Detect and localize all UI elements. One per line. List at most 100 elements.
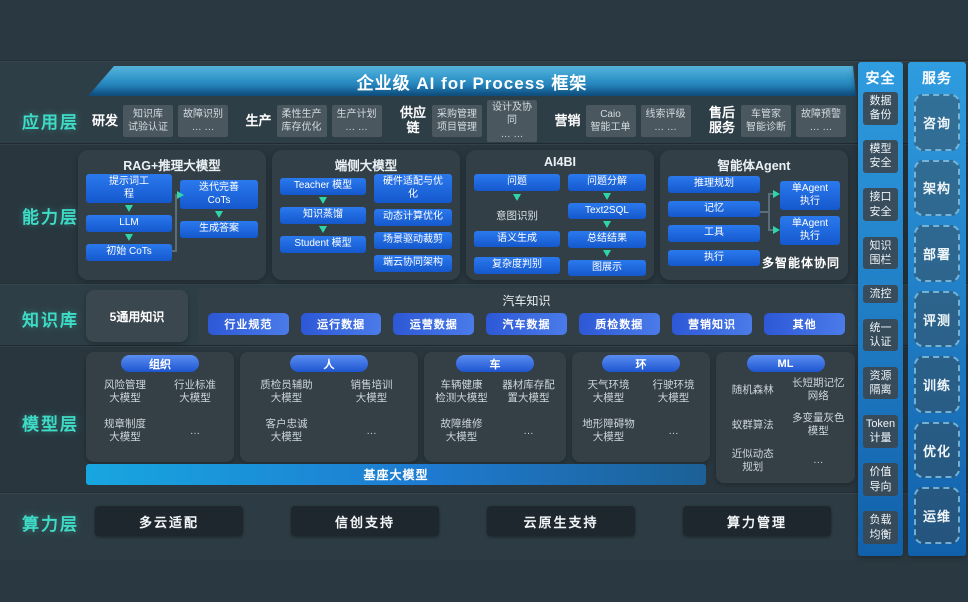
ai4bi-left-column: 问题 意图识别 语义生成 复杂度判别	[474, 174, 560, 274]
application-row: 研发 知识库 试验认证 故障识别 … … 生产 柔性生产 库存优化 生产计划 ……	[92, 99, 846, 143]
app-section-label: 售后服务	[708, 105, 735, 135]
connector-line	[768, 194, 770, 231]
panel-rag: RAG+推理大模型 提示词工 程 LLM 初始 CoTs 迭代完善 CoTs 生成答案	[78, 150, 266, 280]
edge-feature: 场景驱动裁剪	[374, 232, 452, 249]
foundation-model-banner: 基座大模型	[86, 464, 706, 485]
panel-ai4bi: AI4BI 问题 意图识别 语义生成 复杂度判别 问题分解 Text2SQL 总结结…	[466, 150, 654, 280]
edge-feature: 硬件适配与优 化	[374, 174, 452, 203]
model-item: 车辆健康 检测大模型	[435, 379, 488, 405]
app-section: 研发 知识库 试验认证 故障识别 … …	[92, 105, 229, 137]
security-item: 接口 安全	[863, 188, 898, 221]
model-item: 规章制度 大模型	[104, 418, 146, 444]
services-title: 服务	[922, 70, 952, 86]
app-box: 线索评级 … …	[640, 105, 691, 137]
knowledge-chip: 运营数据	[393, 313, 475, 335]
model-item: 行驶环境 大模型	[652, 379, 695, 405]
panel-edge-model: 端侧大模型 Teacher 模型 知识蒸馏 Student 模型 硬件适配与优 化动…	[272, 150, 460, 280]
app-box: Caio 智能工单	[585, 105, 636, 137]
app-box: 设计及协同 … …	[487, 99, 537, 143]
edge-feature: 端云协同架构	[374, 255, 452, 272]
model-item: 器材库存配 置大模型	[502, 379, 555, 405]
knowledge-chip: 行业规范	[208, 313, 289, 335]
model-item: 长短期记忆 网络	[792, 377, 845, 403]
connector-line	[760, 211, 768, 213]
model-item: 风险管理 大模型	[104, 379, 146, 405]
compute-box: 云原生支持	[487, 506, 635, 536]
agent-component: 记忆	[668, 200, 760, 217]
rag-step: 迭代完善 CoTs	[180, 180, 258, 209]
model-group-label: 环	[602, 355, 680, 372]
model-item: …	[523, 424, 534, 437]
model-group-label: 车	[456, 355, 534, 372]
compute-box: 信创支持	[291, 506, 439, 536]
edge-feature: 动态计算优化	[374, 209, 452, 226]
ai4bi-semantic: 语义生成	[474, 230, 560, 247]
edge-left-column: Teacher 模型 知识蒸馏 Student 模型	[280, 178, 366, 253]
ai4bi-step: 总结结果	[568, 231, 646, 248]
model-group-vehicle: 车 车辆健康 检测大模型 器材库存配 置大模型 故障维修 大模型…	[424, 352, 566, 462]
ai4bi-intent-label: 意图识别	[496, 209, 538, 222]
ai4bi-step: Text2SQL	[568, 202, 646, 219]
arrow-right-icon	[773, 226, 784, 234]
knowledge-chip: 其他	[764, 313, 846, 335]
service-item: 架构	[914, 159, 960, 217]
panel-ai4bi-title: AI4BI	[544, 155, 576, 169]
panel-agent-title: 智能体Agent	[717, 159, 791, 173]
ai4bi-step: 问题分解	[568, 174, 646, 191]
app-box: 故障识别 … …	[178, 105, 229, 137]
model-group-environment: 环 天气环境 大模型 行驶环境 大模型 地形障碍物 大模型…	[572, 352, 710, 462]
security-item: Token 计量	[863, 415, 898, 448]
model-group-org: 组织 风险管理 大模型 行业标准 大模型 规章制度 大模型…	[86, 352, 234, 462]
security-item: 价值 导向	[863, 463, 898, 496]
security-item: 资源 隔离	[863, 366, 898, 400]
knowledge-chips: 行业规范 运行数据 运营数据 汽车数据 质检数据 营销知识 其他	[208, 313, 846, 335]
knowledge-chip: 质检数据	[578, 313, 660, 335]
model-group-people: 人 质检员辅助 大模型 销售培训 大模型 客户忠诚 大模型…	[240, 352, 418, 462]
rag-step: 提示词工 程	[86, 174, 172, 203]
edge-step: 知识蒸馏	[280, 207, 366, 224]
compute-box: 多云适配	[95, 506, 243, 536]
app-box: 车管家 智能诊断	[740, 105, 791, 137]
panel-edge-title: 端侧大模型	[334, 159, 398, 173]
service-item: 评测	[914, 290, 960, 348]
model-group-items: 天气环境 大模型 行驶环境 大模型 地形障碍物 大模型…	[577, 379, 705, 445]
model-item: 质检员辅助 大模型	[260, 379, 313, 405]
general-knowledge-box: 5通用知识	[86, 290, 188, 342]
edge-step: Teacher 模型	[280, 178, 366, 195]
model-group-items: 车辆健康 检测大模型 器材库存配 置大模型 故障维修 大模型…	[429, 379, 561, 445]
security-item: 统一 认证	[863, 318, 898, 352]
compute-row: 多云适配 信创支持 云原生支持 算力管理	[95, 506, 831, 536]
title-banner: 企业级 AI for Process 框架	[88, 66, 856, 96]
rag-step: 初始 CoTs	[86, 244, 172, 261]
model-item: 随机森林	[731, 383, 774, 396]
service-item: 训练	[914, 356, 960, 413]
rag-left-column: 提示词工 程 LLM 初始 CoTs	[86, 174, 172, 261]
compute-box: 算力管理	[683, 506, 831, 536]
agent-component: 执行	[668, 249, 760, 266]
connector-line	[175, 194, 177, 252]
connector-line	[172, 250, 176, 252]
ai4bi-step: 图展示	[568, 259, 646, 276]
layer-label-capability: 能力层	[22, 208, 79, 227]
service-item: 优化	[914, 421, 960, 479]
security-item: 流控	[863, 284, 898, 304]
app-box: 故障预警 … …	[795, 105, 846, 137]
app-section: 供应链 采购管理 项目管理 设计及协同 … …	[399, 99, 537, 143]
rag-step: 生成答案	[180, 221, 258, 238]
services-items: 咨询 架构 部署 评测 训练 优化 运维	[908, 92, 966, 545]
edge-step: Student 模型	[280, 236, 366, 253]
app-section: 营销 Caio 智能工单 线索评级 … …	[554, 105, 691, 137]
security-item: 数据 备份	[863, 92, 898, 125]
app-box: 生产计划 … …	[331, 105, 382, 137]
arrow-right-icon	[177, 191, 188, 199]
agent-caption: 多智能体协同	[762, 256, 841, 270]
ai4bi-right-column: 问题分解 Text2SQL 总结结果图展示	[568, 174, 646, 276]
rag-right-column: 迭代完善 CoTs 生成答案	[180, 180, 258, 238]
model-group-label: 人	[290, 355, 368, 372]
security-item: 知识 围栏	[863, 236, 898, 270]
model-item: 地形障碍物 大模型	[582, 418, 635, 444]
model-group-items: 随机森林 长短期记忆 网络 蚁群算法 多变量灰色 模型 近似动态 规划…	[721, 377, 850, 474]
app-section-label: 生产	[245, 112, 272, 128]
service-item: 运维	[914, 487, 960, 545]
